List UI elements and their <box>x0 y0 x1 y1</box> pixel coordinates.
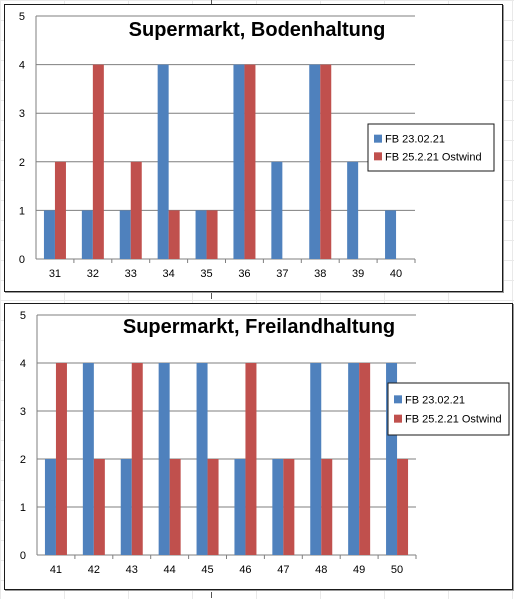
y-tick-label: 3 <box>19 108 25 120</box>
x-tick-label: 42 <box>88 564 100 576</box>
y-tick-label: 1 <box>19 205 25 217</box>
bar-fb-23-02-21-31[interactable] <box>43 210 55 259</box>
bar-fb-23-02-21-35[interactable] <box>195 210 207 259</box>
x-tick-label: 48 <box>315 564 327 576</box>
bar-fb-23-02-21-41[interactable] <box>44 459 56 555</box>
legend-entry-label: FB 25.2.21 Ostwind <box>385 151 482 163</box>
bar-fb-25-2-21-ostwind-48[interactable] <box>321 459 333 555</box>
x-tick-label: 47 <box>277 564 289 576</box>
bar-fb-25-2-21-ostwind-50[interactable] <box>397 459 409 555</box>
x-tick-label: 32 <box>87 268 99 280</box>
legend-swatch <box>394 414 402 423</box>
bar-fb-23-02-21-45[interactable] <box>196 363 208 555</box>
bar-fb-23-02-21-32[interactable] <box>81 210 93 259</box>
bar-fb-23-02-21-39[interactable] <box>347 161 359 259</box>
bar-fb-25-2-21-ostwind-47[interactable] <box>283 459 295 555</box>
chart-freilandhaltung[interactable]: 0 1 2 3 4 5 41 42 43 44 45 46 47 48 49 50 Supermarkt, Fr… <box>4 303 513 590</box>
y-tick-label: 4 <box>19 60 25 72</box>
legend-entry-label: FB 23.02.21 <box>405 394 465 406</box>
bar-fb-25-2-21-ostwind-41[interactable] <box>55 363 67 555</box>
bar-fb-25-2-21-ostwind-32[interactable] <box>92 64 104 259</box>
bar-fb-25-2-21-ostwind-38[interactable] <box>320 64 332 259</box>
bar-fb-23-02-21-33[interactable] <box>119 210 131 259</box>
bar-fb-25-2-21-ostwind-31[interactable] <box>54 161 66 259</box>
y-tick-label: 3 <box>20 406 26 418</box>
bar-fb-23-02-21-48[interactable] <box>310 363 322 555</box>
x-tick-label: 39 <box>352 268 364 280</box>
x-tick-label: 45 <box>201 564 213 576</box>
y-tick-label: 0 <box>20 550 26 562</box>
chart-bodenhaltung[interactable]: 0 1 2 3 4 5 31 32 33 34 35 36 37 38 39 40 Supermarkt, Bo… <box>4 4 503 292</box>
legend-box <box>367 123 495 172</box>
y-tick-label: 2 <box>20 454 26 466</box>
x-tick-label: 40 <box>390 268 402 280</box>
bar-fb-23-02-21-46[interactable] <box>234 459 246 555</box>
y-tick-label: 5 <box>20 310 26 322</box>
bar-fb-23-02-21-50[interactable] <box>386 363 398 555</box>
x-tick-label: 38 <box>314 268 326 280</box>
x-tick-label: 37 <box>276 268 288 280</box>
bar-fb-25-2-21-ostwind-45[interactable] <box>207 459 219 555</box>
bar-fb-23-02-21-49[interactable] <box>348 363 360 555</box>
y-tick-label: 0 <box>19 254 25 266</box>
bar-fb-23-02-21-40[interactable] <box>385 210 397 259</box>
bar-fb-23-02-21-37[interactable] <box>271 161 283 259</box>
x-tick-label: 33 <box>125 268 137 280</box>
chart-title: Supermarkt, Freilandhaltung <box>123 316 395 338</box>
legend-swatch <box>374 152 382 161</box>
bar-fb-25-2-21-ostwind-49[interactable] <box>359 363 371 555</box>
x-tick-label: 34 <box>163 268 175 280</box>
bar-fb-23-02-21-42[interactable] <box>82 363 94 555</box>
legend-entry-label: FB 23.02.21 <box>385 134 445 146</box>
bar-fb-25-2-21-ostwind-36[interactable] <box>244 64 256 259</box>
bar-fb-23-02-21-43[interactable] <box>120 459 132 555</box>
x-tick-label: 44 <box>164 564 176 576</box>
bar-fb-23-02-21-36[interactable] <box>233 64 245 259</box>
legend-swatch <box>394 395 402 404</box>
y-tick-label: 5 <box>19 11 25 23</box>
y-tick-label: 1 <box>20 502 26 514</box>
bar-fb-25-2-21-ostwind-42[interactable] <box>93 459 105 555</box>
bar-fb-25-2-21-ostwind-33[interactable] <box>130 161 142 259</box>
bar-fb-25-2-21-ostwind-34[interactable] <box>168 210 180 259</box>
legend-box <box>387 382 510 436</box>
x-tick-label: 50 <box>391 564 403 576</box>
y-tick-label: 2 <box>19 157 25 169</box>
y-tick-label: 4 <box>20 358 26 370</box>
legend-entry-label: FB 25.2.21 Ostwind <box>405 414 502 426</box>
x-tick-label: 35 <box>200 268 212 280</box>
x-tick-label: 36 <box>238 268 250 280</box>
bar-fb-23-02-21-44[interactable] <box>158 363 170 555</box>
bar-fb-25-2-21-ostwind-35[interactable] <box>206 210 218 259</box>
resize-handle-middle[interactable] <box>211 293 212 299</box>
x-tick-label: 43 <box>126 564 138 576</box>
bar-fb-25-2-21-ostwind-43[interactable] <box>131 363 143 555</box>
x-tick-label: 31 <box>49 268 61 280</box>
legend-swatch <box>374 134 382 143</box>
bar-fb-23-02-21-34[interactable] <box>157 64 169 259</box>
x-tick-label: 41 <box>50 564 62 576</box>
resize-handle-bottom[interactable] <box>211 592 212 598</box>
resize-handle-top[interactable] <box>211 0 212 6</box>
bar-fb-25-2-21-ostwind-44[interactable] <box>169 459 181 555</box>
bar-fb-23-02-21-47[interactable] <box>272 459 284 555</box>
bar-fb-23-02-21-38[interactable] <box>309 64 321 259</box>
chart-title: Supermarkt, Bodenhaltung <box>129 19 386 41</box>
bar-fb-25-2-21-ostwind-46[interactable] <box>245 363 257 555</box>
legend[interactable]: FB 23.02.21 FB 25.2.21 Ostwind <box>367 123 495 172</box>
x-tick-label: 49 <box>353 564 365 576</box>
x-tick-label: 46 <box>239 564 251 576</box>
legend[interactable]: FB 23.02.21 FB 25.2.21 Ostwind <box>387 382 510 436</box>
